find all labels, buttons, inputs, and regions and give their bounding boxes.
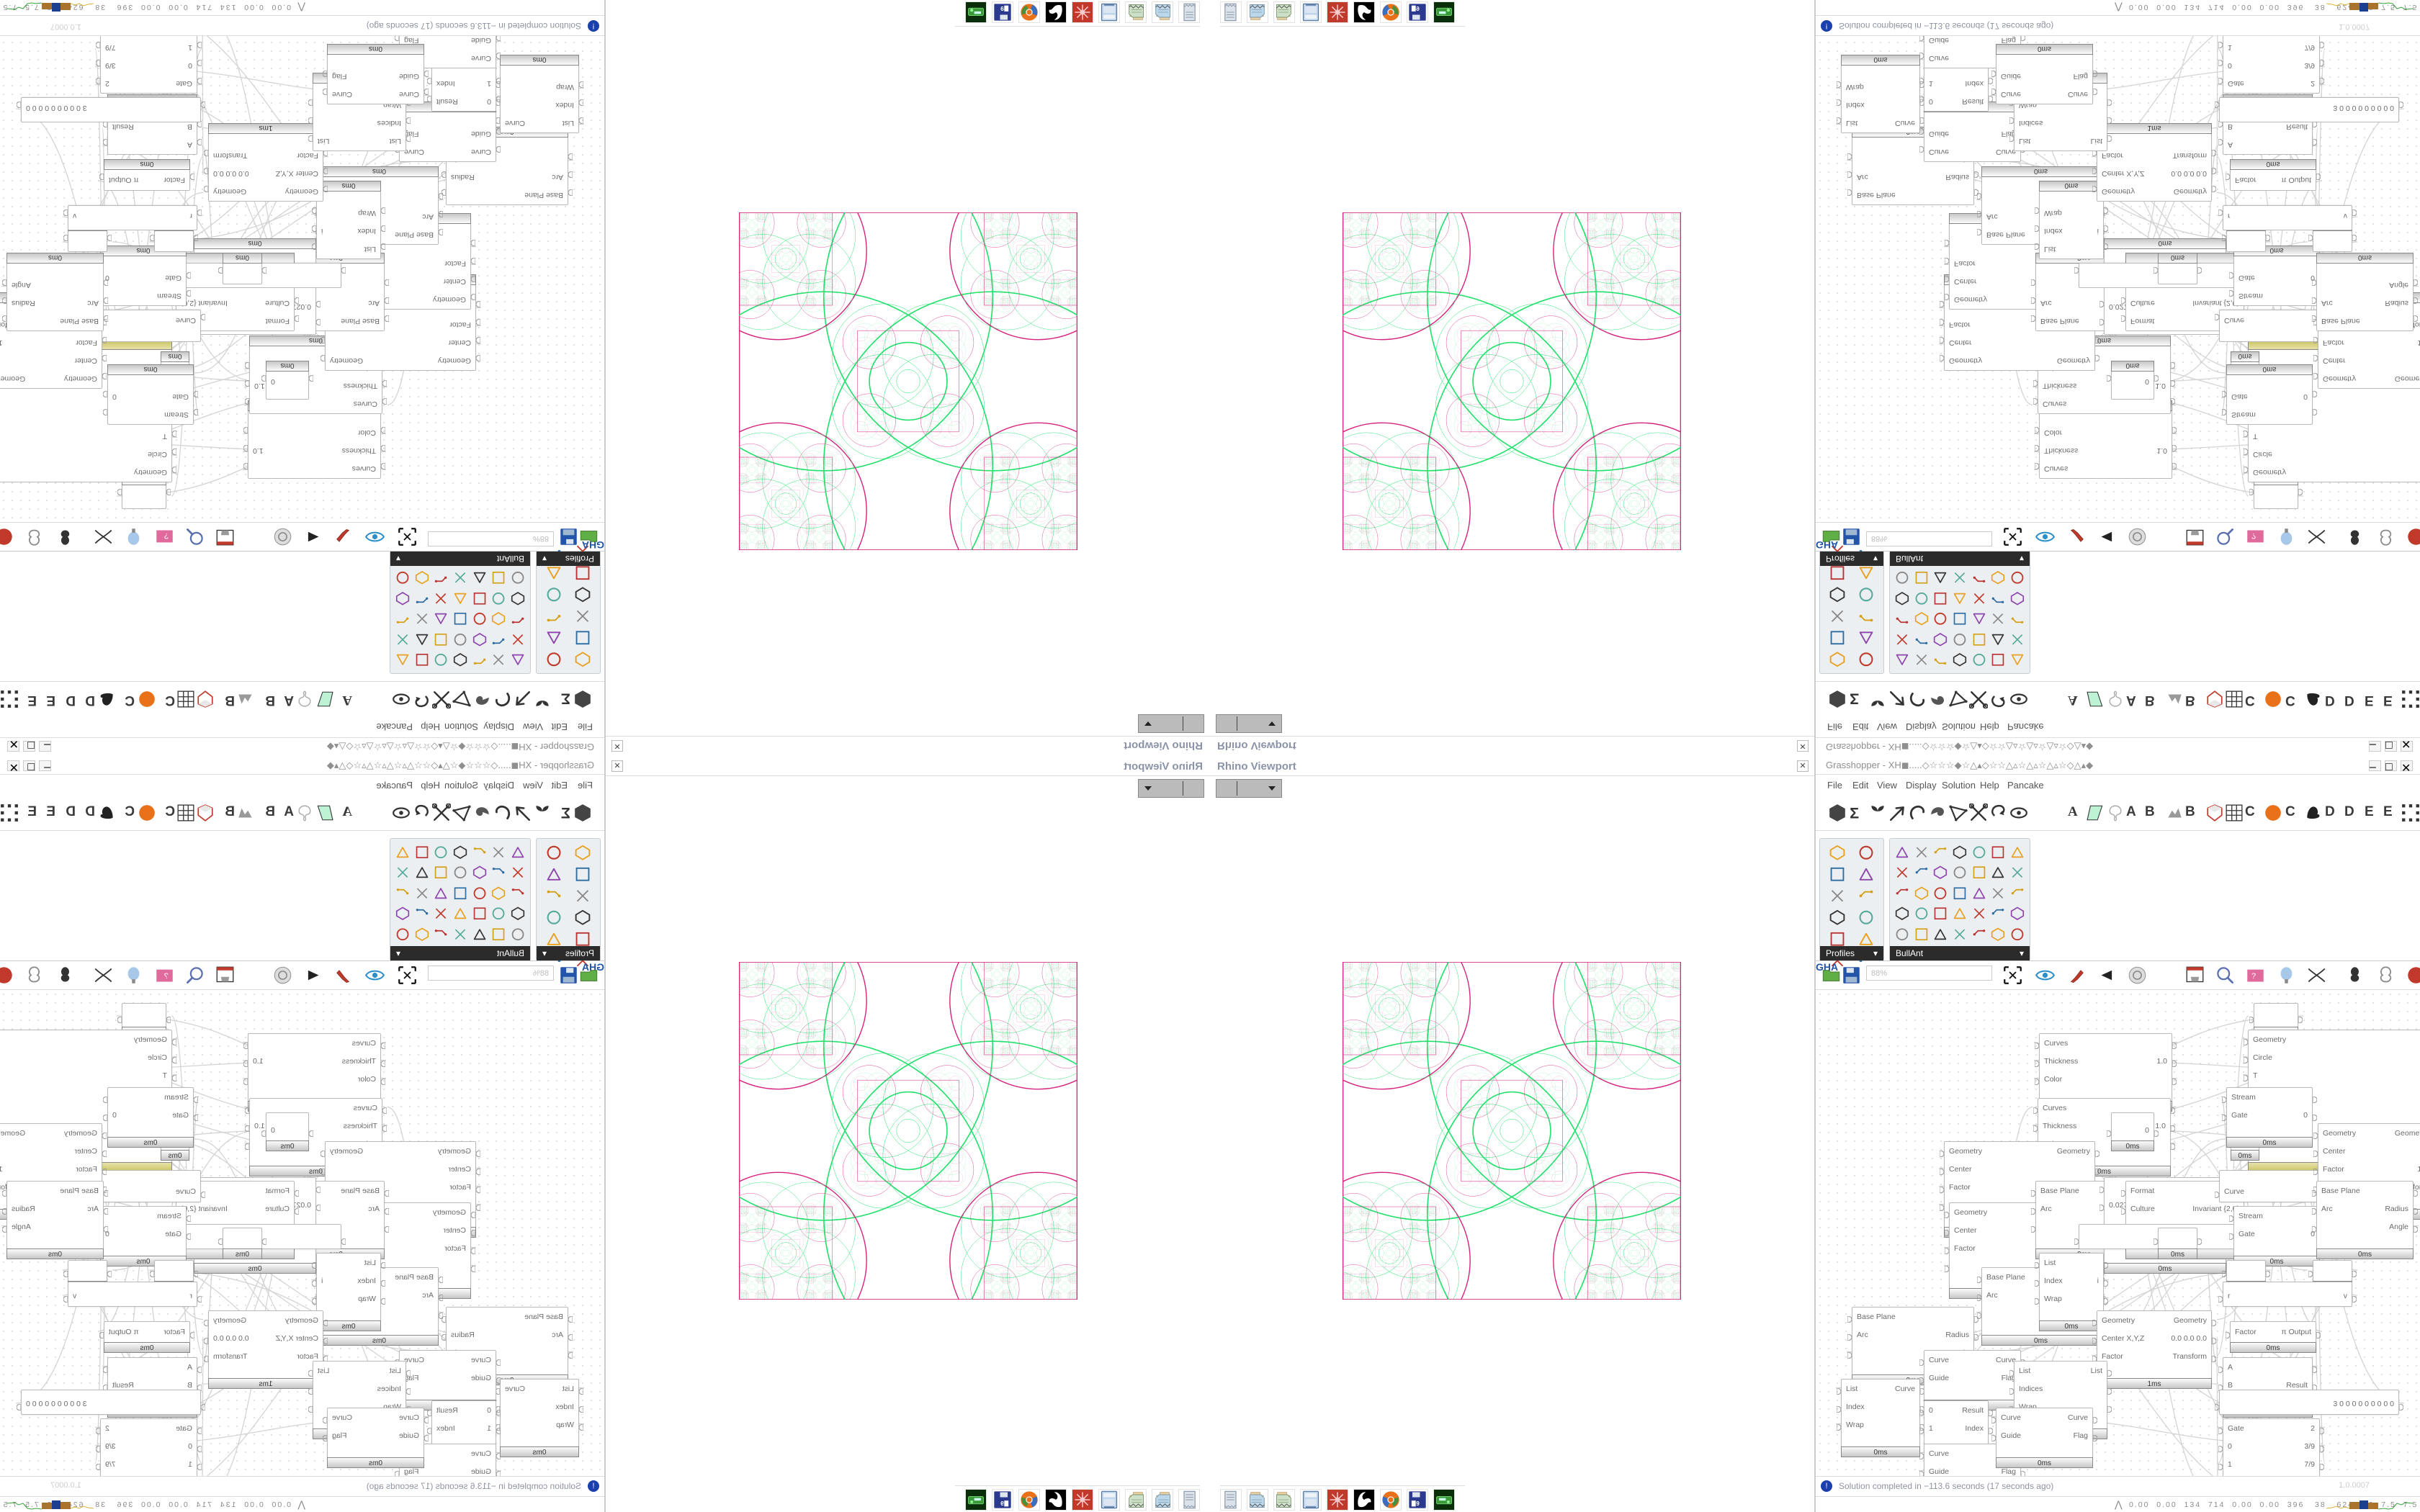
svg-text:Σ: Σ bbox=[561, 804, 570, 822]
svg-text:Σ: Σ bbox=[1850, 804, 1859, 822]
svg-text:?: ? bbox=[164, 531, 169, 540]
svg-text:9: 9 bbox=[1000, 1500, 1004, 1507]
svg-text:9: 9 bbox=[1000, 5, 1004, 12]
svg-text:9: 9 bbox=[1416, 5, 1420, 12]
svg-text:Σ: Σ bbox=[561, 690, 570, 708]
svg-text:?: ? bbox=[164, 972, 169, 981]
svg-text:?: ? bbox=[2251, 972, 2256, 981]
svg-text:Σ: Σ bbox=[1850, 690, 1859, 708]
svg-text:9: 9 bbox=[1416, 1500, 1420, 1507]
svg-text:?: ? bbox=[2251, 531, 2256, 540]
